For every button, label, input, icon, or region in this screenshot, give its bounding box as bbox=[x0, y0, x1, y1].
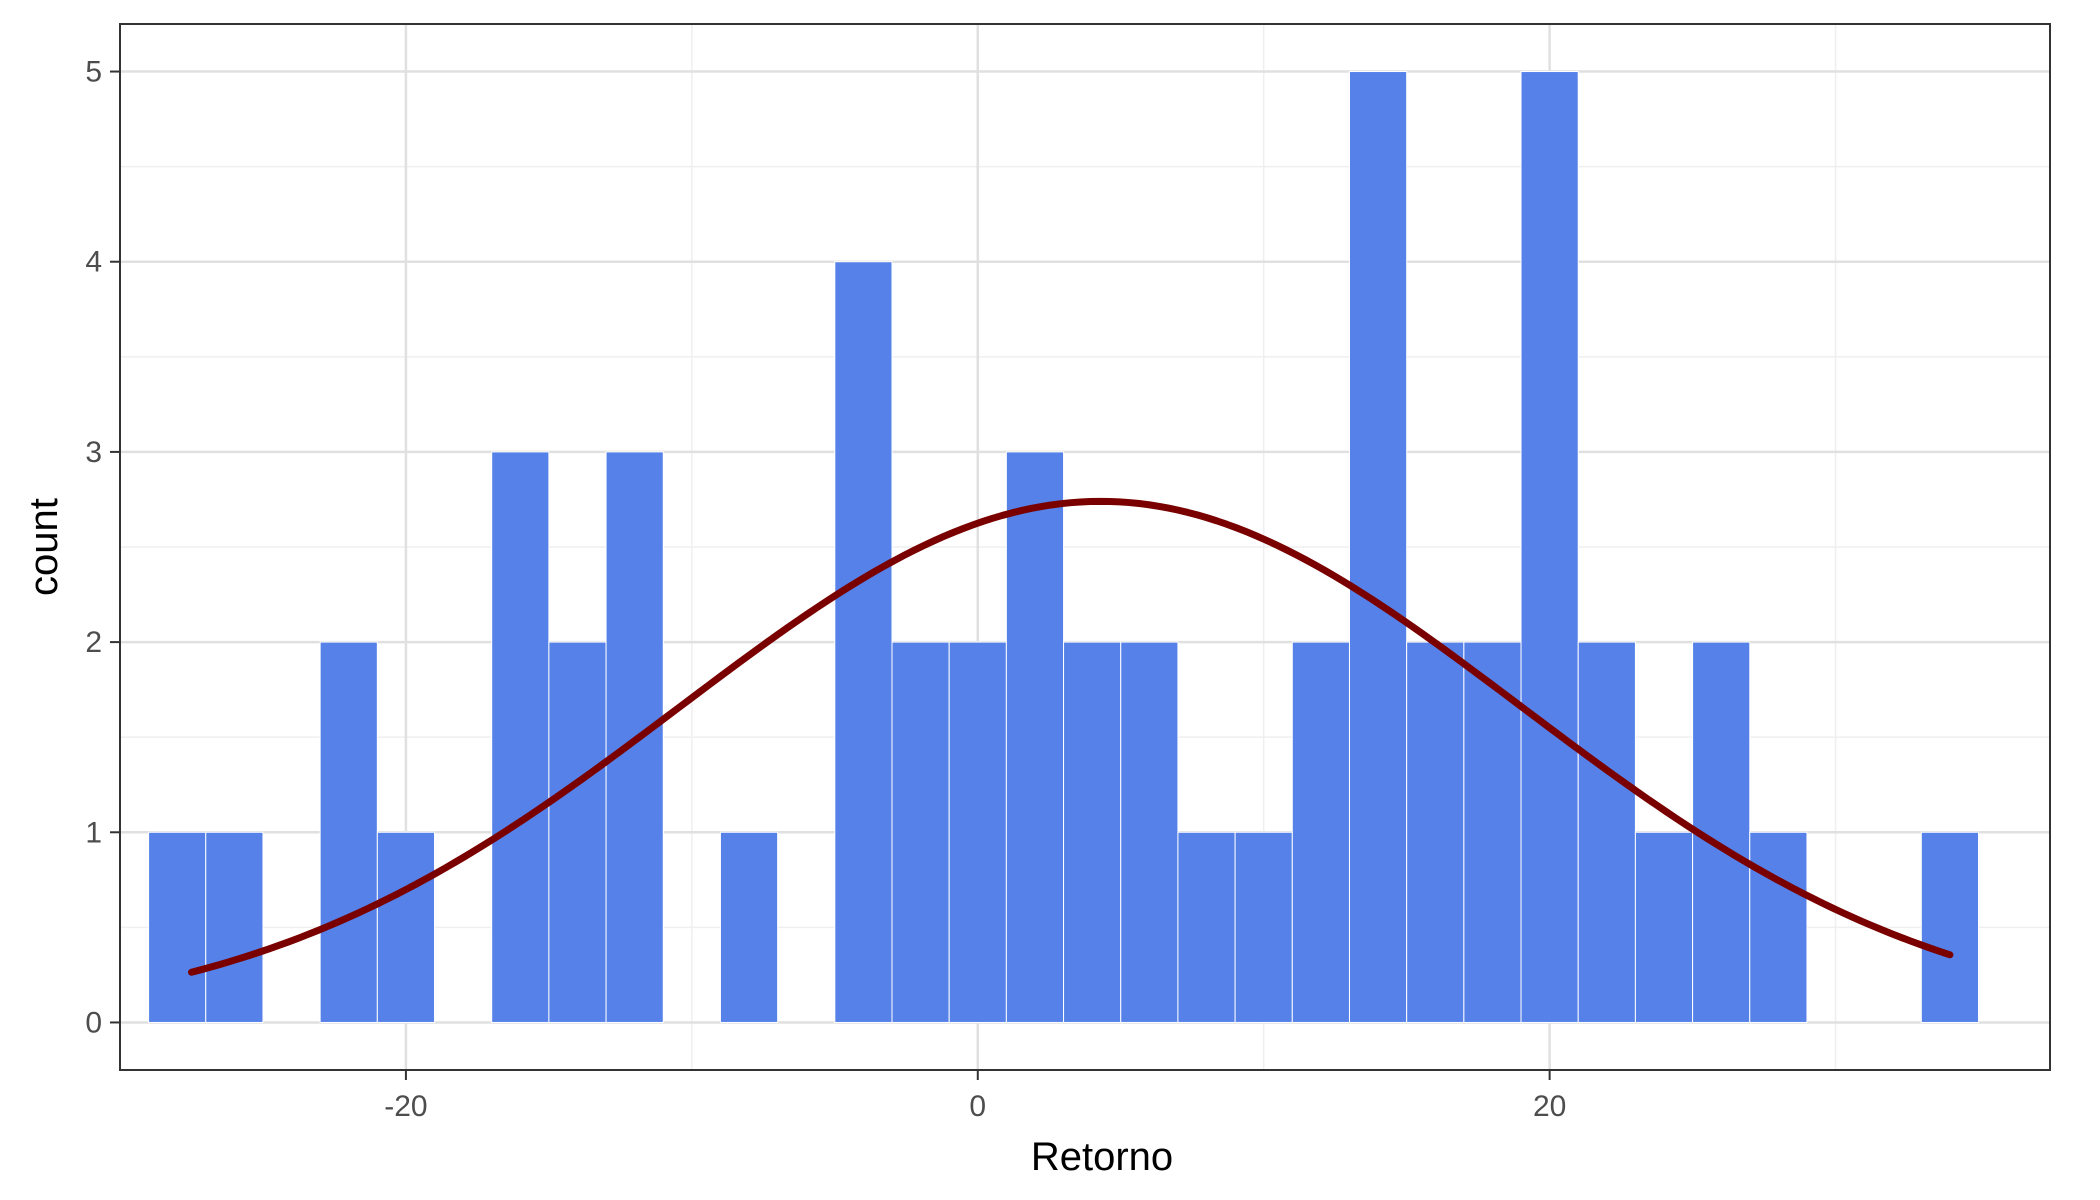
histogram-bar bbox=[1406, 641, 1465, 1023]
histogram-bar bbox=[491, 451, 550, 1023]
x-axis-title: Retorno bbox=[1031, 1135, 1173, 1179]
panel-border bbox=[119, 23, 2051, 1071]
y-tick-label: 5 bbox=[85, 56, 102, 89]
y-axis-title: count bbox=[22, 498, 66, 596]
density-curve bbox=[187, 497, 1954, 976]
histogram-bar bbox=[148, 831, 207, 1023]
histogram-bar bbox=[548, 641, 607, 1023]
histogram-bar bbox=[1005, 451, 1065, 1023]
x-tick-label: 0 bbox=[969, 1090, 986, 1123]
histogram-bar bbox=[1177, 831, 1236, 1023]
bars-layer bbox=[148, 71, 1980, 1023]
y-tick-label: 0 bbox=[85, 1006, 102, 1039]
histogram-bar bbox=[319, 641, 378, 1023]
histogram-bar bbox=[948, 641, 1007, 1023]
histogram-bar bbox=[834, 261, 893, 1023]
histogram-bar bbox=[891, 641, 950, 1023]
histogram-bar bbox=[1234, 831, 1293, 1023]
y-tick-label: 1 bbox=[85, 816, 102, 849]
histogram-bar bbox=[1634, 831, 1694, 1023]
y-tick-label: 2 bbox=[85, 626, 102, 659]
histogram-bar bbox=[1291, 641, 1350, 1023]
histogram-bar bbox=[1348, 71, 1408, 1023]
x-tick-label: 20 bbox=[1533, 1090, 1566, 1123]
histogram-bar bbox=[719, 831, 779, 1023]
histogram-bar bbox=[205, 831, 264, 1023]
histogram-bar bbox=[1749, 831, 1808, 1023]
histogram-bar bbox=[1063, 641, 1122, 1023]
histogram-bar bbox=[1120, 641, 1179, 1023]
axes-layer: -20 0 20 0 1 2 3 4 5 bbox=[85, 56, 1566, 1123]
y-tick-label: 3 bbox=[85, 436, 102, 469]
y-tick-label: 4 bbox=[85, 246, 102, 279]
histogram-bar bbox=[1920, 831, 1980, 1023]
curve-layer bbox=[187, 497, 1954, 976]
histogram-bar bbox=[1463, 641, 1522, 1023]
histogram-bar bbox=[376, 831, 436, 1023]
x-tick-label: -20 bbox=[384, 1090, 427, 1123]
histogram-bar bbox=[1520, 71, 1579, 1023]
histogram-bar bbox=[1577, 641, 1636, 1023]
